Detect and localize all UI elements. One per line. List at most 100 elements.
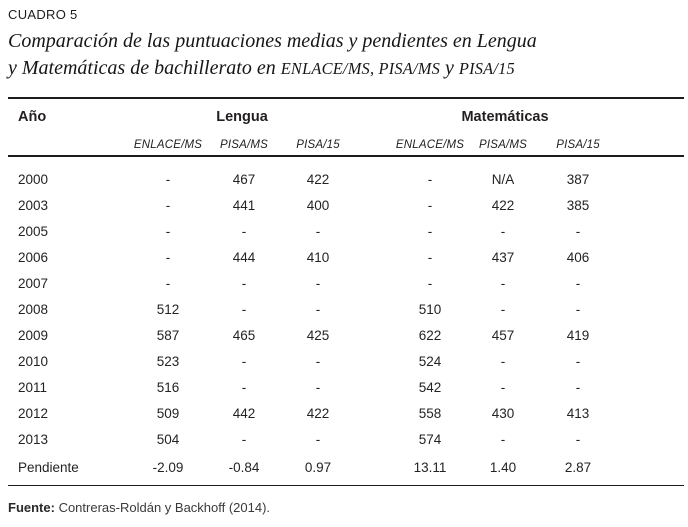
table-row: 2010 523 - - 524 - -	[8, 349, 684, 375]
value-cell: -	[241, 224, 247, 239]
table-row: 2011 516 - - 542 - -	[8, 375, 684, 401]
value-cell: 510	[418, 302, 442, 317]
row-label-cell: 2003	[18, 198, 49, 213]
value-cell: -	[241, 354, 247, 369]
table-row-pendiente: Pendiente -2.09 -0.84 0.97 13.11 1.40 2.87	[8, 455, 684, 481]
value-cell: -	[241, 302, 247, 317]
value-cell: -0.84	[228, 460, 260, 475]
value-cell: 504	[156, 432, 180, 447]
value-cell: 13.11	[413, 460, 447, 475]
value-cell: 406	[566, 250, 590, 265]
title-acronym-pisa15: PISA/15	[458, 59, 515, 78]
table-header-groups: Año Lengua Matemáticas	[8, 99, 684, 135]
value-cell: 516	[156, 380, 180, 395]
value-cell: -	[315, 224, 321, 239]
subheader-lengua-pisa-ms: PISA/MS	[219, 139, 269, 151]
table-title: Comparación de las puntuaciones medias y…	[8, 28, 684, 82]
table-row: 2008 512 - - 510 - -	[8, 297, 684, 323]
value-cell: 1.40	[489, 460, 517, 475]
value-cell: 0.97	[304, 460, 332, 475]
value-cell: 2.87	[564, 460, 592, 475]
source-label: Fuente:	[8, 500, 55, 515]
rule-top	[8, 97, 684, 99]
title-line-1: Comparación de las puntuaciones medias y…	[8, 30, 537, 52]
column-header-year: Año	[18, 109, 47, 125]
value-cell: -	[427, 172, 433, 187]
subheader-mate-pisa-15: PISA/15	[556, 139, 600, 151]
value-cell: -	[315, 302, 321, 317]
value-cell: -	[500, 354, 506, 369]
value-cell: -	[241, 432, 247, 447]
value-cell: -	[165, 276, 171, 291]
table-row: 2007 - - - - - -	[8, 271, 684, 297]
subheader-mate-pisa-ms: PISA/MS	[478, 139, 528, 151]
row-label-cell: 2008	[18, 302, 49, 317]
value-cell: -	[315, 432, 321, 447]
group-header-matematicas: Matemáticas	[461, 109, 549, 125]
group-header-lengua: Lengua	[216, 109, 268, 125]
value-cell: 457	[491, 328, 515, 343]
value-cell: -2.09	[152, 460, 184, 475]
row-label-cell: 2010	[18, 354, 49, 369]
table-kicker: CUADRO 5	[8, 7, 78, 22]
value-cell: -	[241, 276, 247, 291]
source-note: Fuente: Contreras-Roldán y Backhoff (201…	[8, 500, 684, 515]
row-label-cell: 2011	[18, 380, 48, 395]
value-cell: -	[575, 302, 581, 317]
value-cell: 422	[491, 198, 515, 213]
value-cell: -	[241, 380, 247, 395]
row-label-cell: 2012	[18, 406, 49, 421]
source-text: Contreras-Roldán y Backhoff (2014).	[54, 500, 271, 515]
value-cell: 422	[306, 172, 330, 187]
table-row: 2000 - 467 422 - N/A 387	[8, 167, 684, 193]
value-cell: -	[427, 198, 433, 213]
value-cell: 400	[306, 198, 330, 213]
value-cell: 413	[566, 406, 590, 421]
rule-header	[8, 155, 684, 157]
value-cell: -	[315, 276, 321, 291]
value-cell: 419	[566, 328, 590, 343]
row-label-cell: 2007	[18, 276, 49, 291]
row-label-cell: 2000	[18, 172, 49, 187]
table-row: 2009 587 465 425 622 457 419	[8, 323, 684, 349]
table-row: 2012 509 442 422 558 430 413	[8, 401, 684, 427]
value-cell: 430	[491, 406, 515, 421]
value-cell: N/A	[491, 172, 515, 187]
value-cell: -	[427, 224, 433, 239]
row-label-cell: 2006	[18, 250, 49, 265]
subheader-mate-enlace-ms: ENLACE/MS	[395, 139, 465, 151]
value-cell: 558	[418, 406, 442, 421]
value-cell: 385	[566, 198, 590, 213]
value-cell: -	[500, 432, 506, 447]
table-row: 2013 504 - - 574 - -	[8, 427, 684, 453]
value-cell: -	[427, 250, 433, 265]
value-cell: 444	[232, 250, 256, 265]
table-row: 2005 - - - - - -	[8, 219, 684, 245]
value-cell: 387	[566, 172, 590, 187]
value-cell: 441	[232, 198, 256, 213]
row-label-cell: 2013	[18, 432, 49, 447]
value-cell: -	[315, 380, 321, 395]
value-cell: 442	[232, 406, 256, 421]
table-row: 2006 - 444 410 - 437 406	[8, 245, 684, 271]
subheader-lengua-pisa-15: PISA/15	[296, 139, 340, 151]
value-cell: -	[500, 276, 506, 291]
table-header-subcolumns: ENLACE/MS PISA/MS PISA/15 ENLACE/MS PISA…	[8, 135, 684, 155]
table-row: 2003 - 441 400 - 422 385	[8, 193, 684, 219]
value-cell: -	[575, 224, 581, 239]
row-label-cell: Pendiente	[18, 460, 79, 475]
value-cell: 467	[232, 172, 256, 187]
value-cell: -	[500, 302, 506, 317]
value-cell: 509	[156, 406, 180, 421]
value-cell: -	[575, 354, 581, 369]
value-cell: 465	[232, 328, 256, 343]
value-cell: -	[315, 354, 321, 369]
value-cell: -	[500, 224, 506, 239]
value-cell: 574	[418, 432, 442, 447]
value-cell: -	[500, 380, 506, 395]
value-cell: 410	[306, 250, 330, 265]
value-cell: 587	[156, 328, 180, 343]
value-cell: 422	[306, 406, 330, 421]
value-cell: 437	[491, 250, 515, 265]
